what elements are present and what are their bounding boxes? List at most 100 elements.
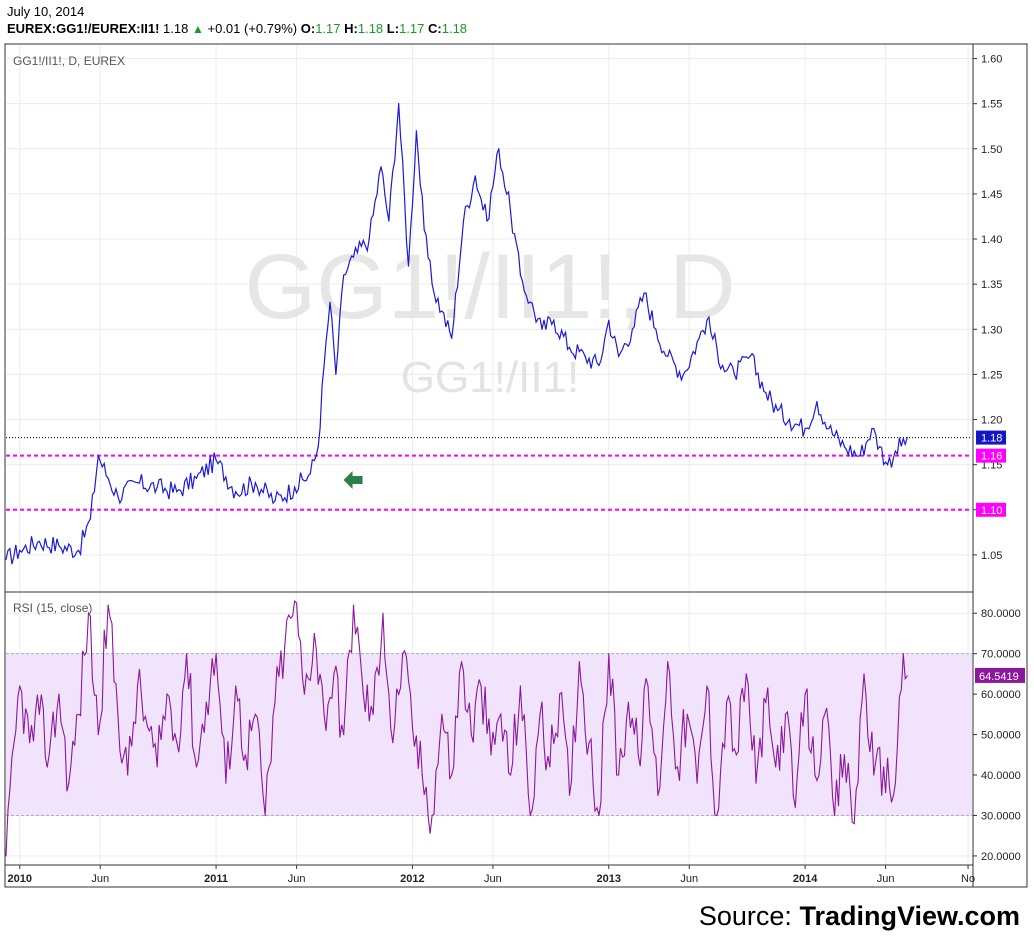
rsi-value-tag-box [975, 667, 1025, 683]
rsi-point [578, 661, 580, 663]
rsi-axis: 20.0000 30.0000 40.0000 50.0000 60.0000 70.00… [973, 608, 1021, 863]
time-tick-label: Jun [680, 873, 698, 885]
rsi-point [78, 713, 80, 715]
rsi-point [156, 766, 158, 768]
last-price: 1.18 [163, 21, 189, 36]
time-tick-label: Jun [877, 873, 895, 885]
price-point [352, 256, 355, 258]
price-point [698, 337, 700, 339]
chart-date: July 10, 2014 [7, 4, 85, 19]
rsi-point [303, 693, 306, 695]
rsi-point [441, 713, 443, 715]
price-point [598, 364, 600, 366]
price-point [215, 459, 217, 461]
rsi-point [274, 701, 276, 703]
rsi-point [519, 685, 522, 687]
price-point [617, 355, 620, 357]
price-point [631, 328, 633, 330]
price-point [329, 301, 331, 303]
rsi-point [235, 685, 237, 687]
rsi-point [460, 661, 463, 663]
rsi-value-tag-label: 64.5419 [979, 671, 1019, 683]
price-point [274, 500, 276, 502]
price-point [474, 175, 476, 177]
rsi-point [833, 814, 836, 817]
rsi-point [883, 766, 885, 768]
rsi-point [107, 604, 109, 606]
rsi-point [784, 713, 787, 715]
price-tick-label: 1.50 [981, 144, 1002, 156]
rsi-point [146, 725, 148, 728]
value-tag-box [976, 502, 1006, 517]
rsi-point [136, 685, 139, 687]
rsi-point [490, 754, 492, 756]
rsi-point [421, 774, 423, 776]
rsi-points [5, 600, 908, 857]
rsi-point [28, 742, 31, 744]
price-axis: 1.05 1.10 1.15 1.20 1.25 1.30 1.35 1.40 1.45 1.50… [973, 54, 1002, 562]
price-point [519, 274, 522, 276]
rsi-point [873, 774, 875, 776]
source-brand: TradingView.com [799, 901, 1020, 931]
rsi-point [402, 653, 404, 655]
value-tag-label: 1.10 [981, 505, 1002, 517]
rsi-point [195, 766, 198, 768]
rsi-point [559, 693, 561, 695]
rsi-point [853, 822, 855, 825]
price-point [682, 373, 684, 376]
rsi-point [755, 782, 757, 784]
price-point [117, 495, 119, 497]
price-point [777, 409, 779, 412]
rsi-point [608, 653, 610, 655]
price-tick-label: 1.15 [981, 460, 1002, 472]
rsi-tick-label: 50.0000 [981, 730, 1021, 742]
rsi-point [313, 632, 315, 635]
price-point [843, 446, 845, 448]
watermark-subtitle: GG1!/II1! [401, 353, 580, 402]
rsi-point [676, 766, 679, 768]
price-tick-label: 1.25 [981, 369, 1002, 381]
rsi-point [352, 604, 355, 606]
price-point [608, 319, 610, 321]
rsi-tick-label: 30.0000 [981, 810, 1021, 822]
rsi-point [906, 675, 908, 677]
price-point [335, 373, 337, 376]
rsi-point [735, 754, 737, 756]
high-label: H: [344, 21, 358, 36]
rsi-point [333, 673, 335, 675]
rsi-tick-label: 80.0000 [981, 608, 1021, 620]
price-change: +0.01 (+0.79%) [207, 21, 298, 36]
rsi-point [529, 814, 531, 817]
rsi-point [509, 774, 512, 776]
rsi-point [362, 693, 364, 695]
rsi-point [166, 693, 168, 695]
low-label: L: [386, 21, 400, 36]
rsi-point [58, 693, 60, 695]
rsi-point [323, 713, 325, 715]
price-point [254, 482, 256, 484]
price-point [859, 455, 861, 457]
rsi-point [264, 814, 266, 817]
price-point [5, 558, 7, 561]
rsi-point [617, 774, 620, 776]
price-point [368, 238, 370, 240]
price-point [667, 355, 669, 357]
rsi-point [294, 600, 296, 602]
close-label: C: [428, 21, 442, 36]
time-tick-label: No [961, 873, 975, 885]
rsi-tick-label: 70.0000 [981, 649, 1021, 661]
price-point [655, 328, 657, 330]
rsi-point [382, 612, 384, 614]
time-tick-label: Jun [288, 873, 306, 885]
price-tick-label: 1.05 [981, 550, 1002, 562]
low-value: 1.17 [399, 21, 425, 36]
price-point [804, 427, 806, 430]
rsi-point [225, 782, 227, 784]
value-tag-label: 1.18 [981, 433, 1002, 445]
value-tag-box [976, 448, 1006, 463]
price-tick-label: 1.55 [981, 99, 1002, 111]
rsi-point [716, 814, 718, 817]
rsi-point [627, 701, 630, 703]
rsi-point [284, 644, 286, 647]
